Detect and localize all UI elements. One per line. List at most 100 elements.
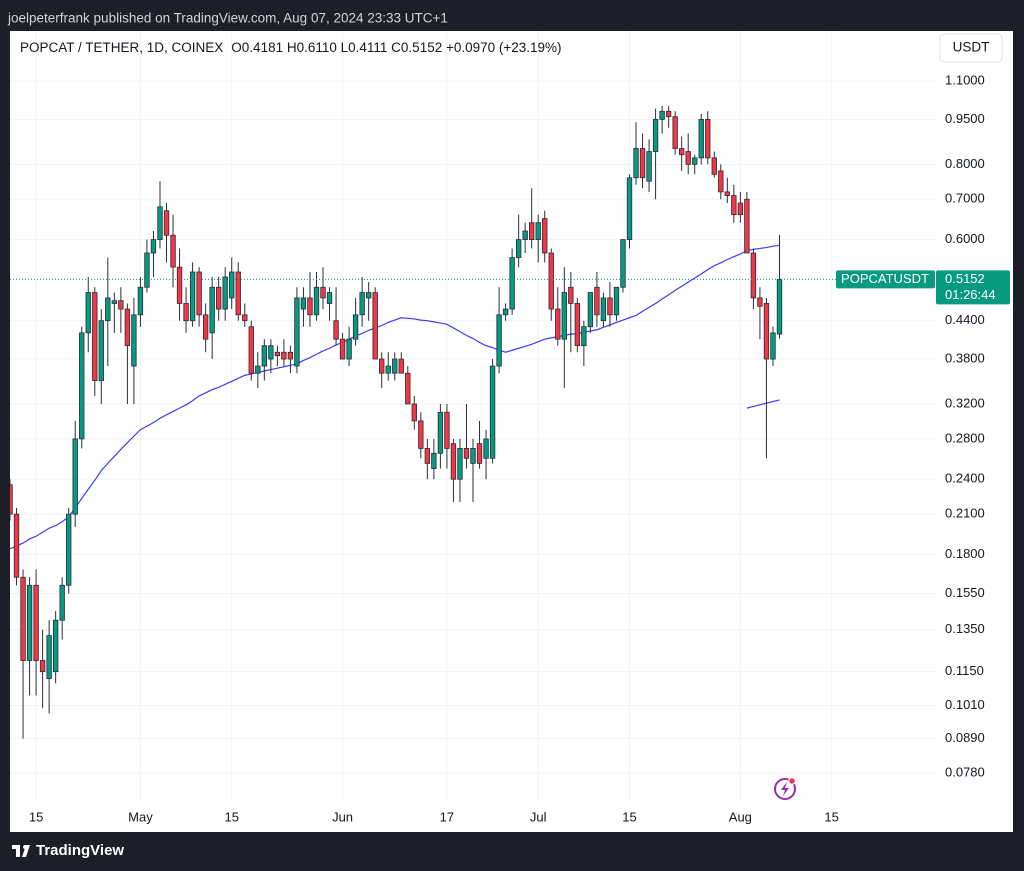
candle-body — [411, 403, 417, 422]
candle-body — [476, 443, 483, 464]
chart-background — [10, 31, 1013, 832]
icon-bolt[interactable] — [781, 782, 789, 796]
candle-body — [405, 372, 411, 405]
candle-body — [620, 239, 626, 288]
icon-dot[interactable] — [788, 777, 796, 785]
candle-body — [66, 513, 72, 586]
candle-body — [678, 148, 685, 156]
candle-body — [568, 286, 574, 304]
x-tick-label: 15 — [224, 809, 238, 824]
candle-body — [763, 303, 770, 360]
candle-body — [379, 358, 385, 374]
candle-body — [672, 116, 678, 149]
candle-body — [105, 297, 111, 322]
candle-body — [646, 151, 652, 182]
candle-body — [639, 148, 646, 179]
candle-body — [431, 452, 437, 469]
candle-body — [365, 292, 372, 299]
chart-title: POPCAT / TETHER, 1D, COINEX — [20, 40, 223, 55]
candle-body — [581, 326, 587, 347]
candle-body — [457, 448, 463, 480]
candle-body — [242, 314, 248, 322]
candle-body — [352, 314, 359, 340]
candle-body — [33, 584, 39, 661]
price-tag — [936, 270, 1010, 305]
candle-body — [163, 210, 170, 236]
candle-body — [176, 266, 183, 304]
y-tick-label: 0.2100 — [945, 506, 985, 521]
currency-button[interactable] — [939, 33, 1003, 63]
candle-body — [59, 584, 65, 621]
candle-body — [659, 110, 665, 120]
candle-body — [118, 300, 124, 310]
candle-body — [724, 191, 731, 196]
news-icon[interactable] — [774, 777, 796, 800]
candle-body — [665, 110, 672, 118]
candle-body — [561, 292, 567, 340]
plot-area — [10, 105, 936, 739]
price-tag-countdown: 01:26:44 — [945, 287, 996, 302]
candle-body — [20, 576, 26, 661]
candle-body — [196, 271, 202, 316]
candle-body — [222, 276, 228, 310]
moving-average-line — [746, 399, 780, 409]
candle-body — [359, 292, 365, 316]
candle-body — [450, 443, 457, 480]
y-tick-label: 0.3200 — [945, 395, 985, 410]
candle-body — [79, 332, 85, 440]
candle-body — [287, 351, 294, 360]
candle-body — [261, 345, 268, 367]
candle-body — [555, 308, 561, 340]
candle-body — [776, 279, 783, 335]
candle-body — [613, 286, 620, 316]
candle-body — [392, 358, 398, 374]
candle-body — [339, 338, 346, 360]
candle-body — [626, 177, 633, 240]
candle-body — [131, 314, 137, 367]
candle-body — [346, 338, 352, 360]
candle-body — [692, 157, 698, 165]
price-tag-value: 0.5152 — [945, 271, 985, 286]
candle-body — [111, 300, 118, 304]
candle-body — [757, 297, 763, 307]
x-tick-label: Jul — [530, 809, 547, 824]
candle-body — [522, 230, 528, 240]
axes: 1.1000 0.9500 0.8000 0.7000 0.6000 0.4400 0.38… — [29, 72, 1010, 824]
y-tick-label: 0.2400 — [945, 471, 985, 486]
candle-body — [698, 118, 704, 159]
candle-body — [718, 170, 724, 193]
candle-body — [294, 297, 300, 367]
candle-body — [313, 286, 320, 316]
candle-body — [770, 332, 776, 360]
y-tick-label: 0.1550 — [945, 585, 985, 600]
currency-label[interactable]: USDT — [953, 40, 990, 55]
candle-body — [320, 286, 326, 299]
candle-body — [202, 314, 209, 340]
candle-body — [150, 239, 157, 254]
y-tick-label: 0.9500 — [945, 111, 985, 126]
candle-body — [52, 619, 59, 673]
candle-body — [470, 448, 476, 464]
candle-body — [98, 320, 104, 381]
logo-mark — [12, 845, 30, 857]
footer-logo: TradingView — [12, 842, 124, 859]
candle-body — [600, 297, 607, 322]
candle-body — [750, 252, 757, 299]
moving-average-line — [10, 244, 780, 550]
candle-body — [463, 448, 470, 459]
candle-body — [307, 297, 313, 316]
candle-body — [137, 286, 144, 316]
candle-body — [633, 148, 639, 179]
candle-body — [209, 286, 215, 334]
candle-body — [652, 118, 659, 152]
candle-body — [607, 297, 613, 316]
candle-body — [215, 286, 222, 310]
candle-body — [685, 151, 691, 165]
candle-body — [72, 438, 78, 515]
footer-brand: TradingView — [36, 842, 124, 859]
y-tick-label: 0.8000 — [945, 156, 985, 171]
candle-body — [502, 308, 509, 316]
candle-body — [574, 303, 581, 347]
y-tick-label: 0.1800 — [945, 546, 985, 561]
